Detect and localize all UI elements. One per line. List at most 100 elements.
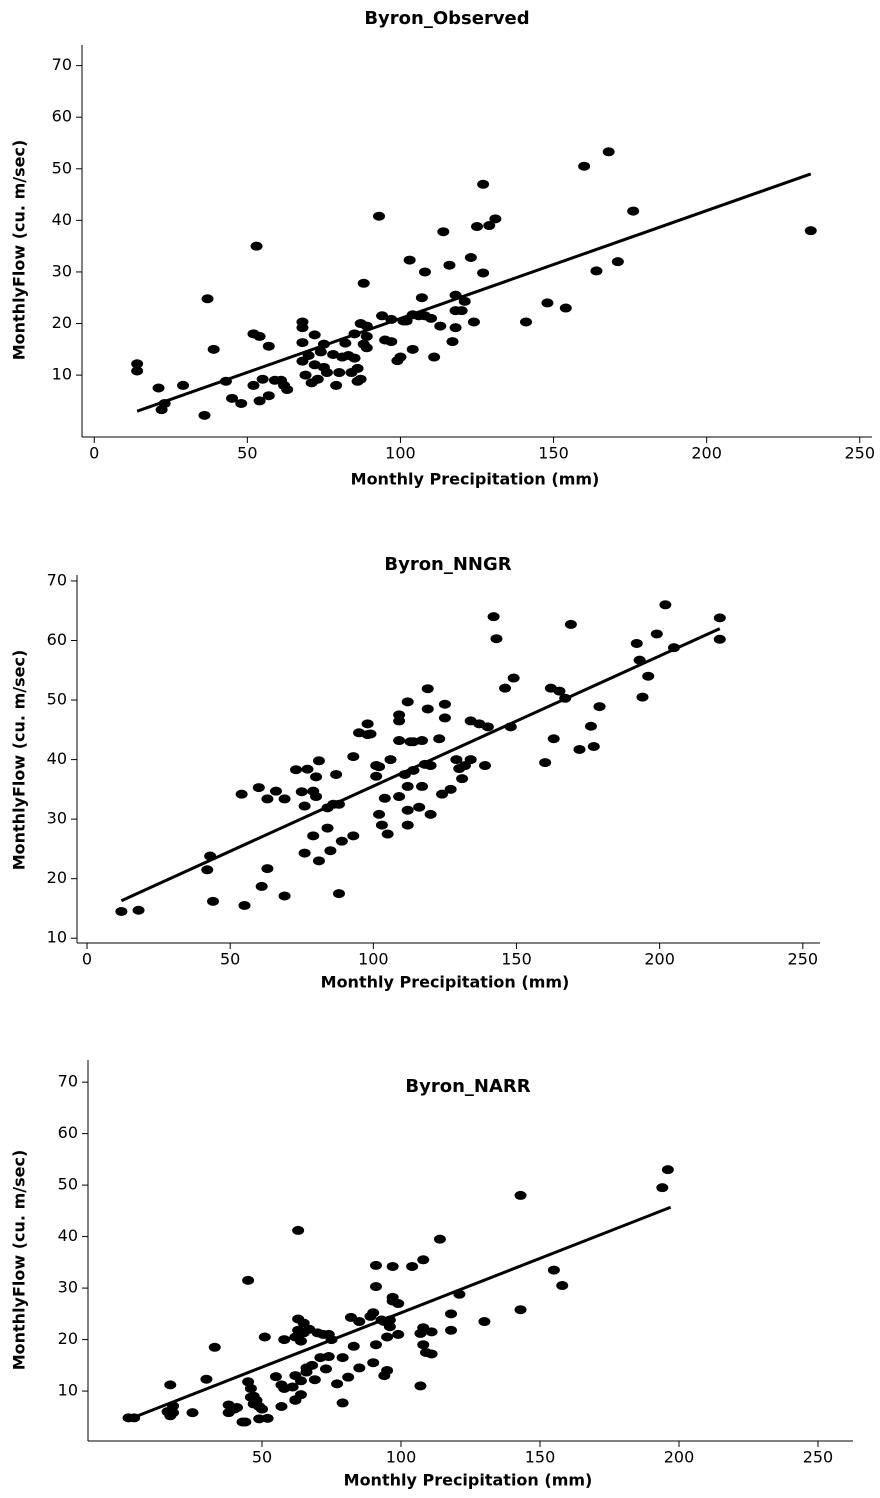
data-point: [385, 337, 398, 347]
data-point: [424, 761, 437, 771]
data-point: [417, 1340, 430, 1350]
data-point: [294, 1336, 307, 1346]
data-point: [393, 716, 406, 726]
data-point: [253, 396, 266, 406]
data-point: [292, 1225, 305, 1235]
data-point: [207, 896, 220, 906]
data-point: [384, 755, 397, 765]
data-point: [547, 734, 560, 744]
data-point: [373, 809, 386, 819]
data-point: [201, 294, 214, 304]
regression-line: [136, 172, 812, 413]
data-point: [578, 161, 591, 171]
data-point: [333, 368, 346, 378]
data-point: [235, 398, 248, 408]
data-point: [383, 1322, 396, 1332]
data-point: [262, 391, 275, 401]
data-point: [256, 1404, 269, 1414]
data-point: [330, 769, 343, 779]
data-point: [416, 736, 429, 746]
data-point: [433, 734, 446, 744]
data-point: [310, 772, 323, 782]
data-point: [713, 613, 726, 623]
data-point: [307, 831, 320, 841]
data-point: [132, 905, 145, 915]
data-point: [339, 338, 352, 348]
x-tick-label: 50: [220, 950, 240, 969]
data-point: [295, 787, 308, 797]
x-tick-label: 200: [664, 1448, 695, 1467]
data-point: [433, 1234, 446, 1244]
x-tick-label: 150: [525, 1448, 556, 1467]
data-point: [406, 344, 419, 354]
data-point: [467, 317, 480, 327]
data-point: [414, 1381, 427, 1391]
data-point: [286, 1382, 299, 1392]
x-tick-label: 100: [385, 444, 416, 463]
data-point: [262, 341, 275, 351]
data-point: [244, 1383, 257, 1393]
data-point: [376, 311, 389, 321]
data-point: [311, 374, 324, 384]
data-point: [381, 1365, 394, 1375]
data-point: [490, 634, 503, 644]
data-point: [186, 1408, 199, 1418]
x-tick-label: 200: [691, 444, 722, 463]
data-point: [198, 410, 211, 420]
data-point: [348, 353, 361, 363]
data-point: [392, 1299, 405, 1309]
y-tick-label: 70: [47, 570, 67, 589]
data-point: [347, 1341, 360, 1351]
data-point: [556, 1281, 569, 1291]
x-tick-label: 100: [386, 1448, 417, 1467]
data-point: [392, 1329, 405, 1339]
data-point: [587, 741, 600, 751]
data-point: [483, 221, 496, 231]
x-axis-label: Monthly Precipitation (mm): [344, 1471, 593, 1490]
y-tick-label: 20: [52, 313, 72, 332]
data-point: [253, 331, 266, 341]
data-point: [413, 802, 426, 812]
data-point: [308, 360, 321, 370]
data-point: [314, 347, 327, 357]
data-point: [659, 600, 672, 610]
data-point: [445, 1309, 458, 1319]
data-point: [499, 683, 512, 693]
data-point: [425, 1349, 438, 1359]
data-point: [437, 227, 450, 237]
data-point: [421, 684, 434, 694]
data-point: [357, 278, 370, 288]
data-point: [489, 214, 502, 224]
data-point: [278, 1335, 291, 1345]
data-point: [381, 829, 394, 839]
data-point: [401, 697, 414, 707]
y-tick-label: 50: [58, 1175, 78, 1194]
data-point: [353, 1317, 366, 1327]
data-point: [446, 337, 459, 347]
data-point: [278, 794, 291, 804]
y-axis-label: MonthlyFlow (cu. m/sec): [10, 650, 29, 871]
data-point: [369, 1340, 382, 1350]
data-point: [418, 267, 431, 277]
data-point: [330, 380, 343, 390]
data-point: [478, 1317, 491, 1327]
data-point: [438, 699, 451, 709]
data-point: [417, 1255, 430, 1265]
data-point: [281, 385, 294, 395]
regression-line: [120, 627, 721, 903]
data-point: [258, 1332, 271, 1342]
data-point: [336, 1353, 349, 1363]
data-point: [487, 612, 500, 622]
data-point: [347, 831, 360, 841]
y-tick-label: 30: [58, 1278, 78, 1297]
data-point: [481, 722, 494, 732]
data-point: [425, 313, 438, 323]
data-point: [327, 349, 340, 359]
data-point: [381, 1332, 394, 1342]
y-axis-label: MonthlyFlow (cu. m/sec): [10, 140, 29, 361]
x-tick-label: 150: [501, 950, 532, 969]
y-tick-label: 40: [52, 210, 72, 229]
data-point: [573, 744, 586, 754]
data-point: [252, 783, 265, 793]
data-point: [406, 1261, 419, 1271]
